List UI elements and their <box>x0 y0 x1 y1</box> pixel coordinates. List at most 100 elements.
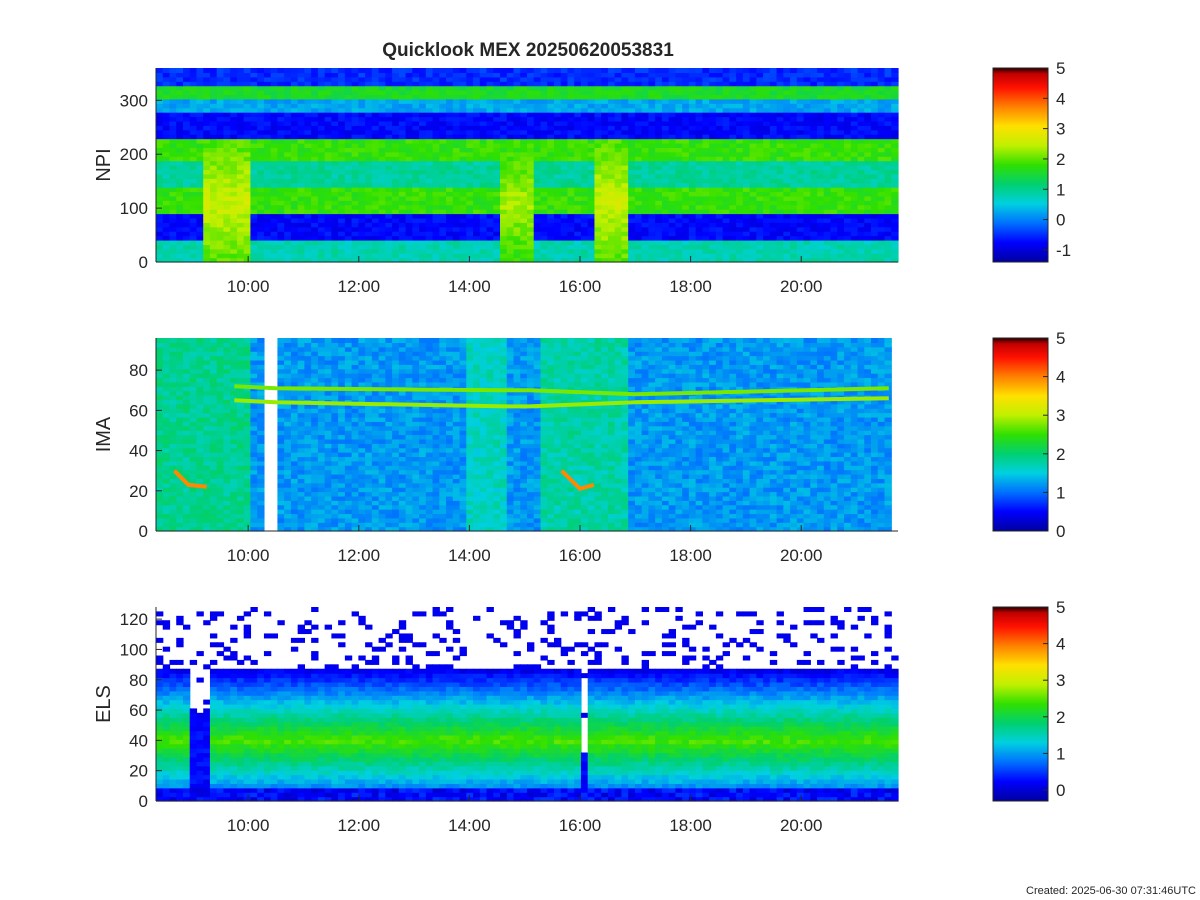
heatmap-cell <box>736 209 744 215</box>
heatmap-cell <box>169 134 177 140</box>
heatmap-cell <box>378 120 386 126</box>
heatmap-cell <box>756 217 764 223</box>
heatmap-cell <box>176 248 184 254</box>
heatmap-cell <box>317 222 326 228</box>
heatmap-cell <box>749 222 757 228</box>
heatmap-cell <box>655 156 663 162</box>
heatmap-cell <box>533 195 542 201</box>
heatmap-cell <box>560 195 569 201</box>
heatmap-cell <box>675 125 683 131</box>
heatmap-cell <box>493 248 501 254</box>
heatmap-cell <box>682 142 690 148</box>
heatmap-cell <box>810 217 818 223</box>
heatmap-cell <box>189 85 198 91</box>
heatmap-cell <box>688 98 697 104</box>
heatmap-cell <box>365 81 373 87</box>
heatmap-cell <box>156 72 164 78</box>
heatmap-cell <box>817 76 825 82</box>
heatmap-cell <box>715 182 724 188</box>
heatmap-cell <box>459 142 467 148</box>
heatmap-cell <box>432 226 440 232</box>
heatmap-cell <box>398 72 407 78</box>
heatmap-cell <box>263 138 272 144</box>
heatmap-cell <box>547 182 555 188</box>
heatmap-cell <box>587 257 596 263</box>
heatmap-cell <box>223 248 231 254</box>
heatmap-cell <box>729 94 737 100</box>
heatmap-cell <box>162 355 171 361</box>
heatmap-cell <box>493 195 501 201</box>
heatmap-cell <box>392 156 400 162</box>
heatmap-cell <box>324 248 332 254</box>
heatmap-cell <box>412 134 420 140</box>
heatmap-cell <box>209 72 218 78</box>
heatmap-cell <box>398 253 407 259</box>
heatmap-cell <box>398 217 407 223</box>
heatmap-cell <box>675 204 683 210</box>
heatmap-cell <box>702 222 710 228</box>
heatmap-cell <box>216 182 225 188</box>
heatmap-cell <box>688 129 697 135</box>
heatmap-cell <box>486 226 494 232</box>
heatmap-cell <box>655 226 663 232</box>
heatmap-cell <box>783 226 791 232</box>
heatmap-cell <box>270 81 279 87</box>
heatmap-cell <box>189 90 198 96</box>
heatmap-cell <box>783 217 791 223</box>
heatmap-cell <box>263 253 272 259</box>
heatmap-cell <box>844 222 852 228</box>
heatmap-cell <box>479 103 488 109</box>
heatmap-cell <box>156 103 164 109</box>
heatmap-cell <box>641 142 650 148</box>
heatmap-cell <box>405 129 413 135</box>
heatmap-cell <box>715 178 724 184</box>
heatmap-cell <box>857 244 865 250</box>
heatmap-cell <box>182 257 191 263</box>
heatmap-cell <box>837 178 845 184</box>
heatmap-cell <box>500 81 508 87</box>
heatmap-cell <box>412 156 420 162</box>
heatmap-cell <box>243 107 252 113</box>
heatmap-cell <box>216 76 225 82</box>
heatmap-cell <box>655 169 663 175</box>
heatmap-cell <box>392 217 400 223</box>
heatmap-cell <box>864 138 872 144</box>
heatmap-cell <box>587 134 596 140</box>
heatmap-cell <box>628 239 636 245</box>
heatmap-cell <box>257 142 265 148</box>
heatmap-cell <box>877 147 886 153</box>
heatmap-cell <box>547 169 555 175</box>
heatmap-cell <box>250 98 258 104</box>
heatmap-cell <box>209 81 218 87</box>
heatmap-cell <box>527 68 535 74</box>
heatmap-cell <box>419 147 427 153</box>
heatmap-cell <box>486 191 494 197</box>
heatmap-cell <box>344 160 353 166</box>
heatmap-cell <box>749 178 757 184</box>
heatmap-cell <box>790 239 798 245</box>
heatmap-cell <box>500 191 508 197</box>
heatmap-cell <box>527 138 535 144</box>
heatmap-cell <box>263 239 272 245</box>
heatmap-cell <box>675 182 683 188</box>
heatmap-cell <box>351 178 359 184</box>
heatmap-cell <box>864 182 872 188</box>
heatmap-cell <box>547 129 555 135</box>
heatmap-cell <box>742 120 751 126</box>
heatmap-cell <box>668 94 676 100</box>
heatmap-cell <box>864 120 872 126</box>
heatmap-cell <box>810 191 818 197</box>
heatmap-cell <box>540 169 548 175</box>
heatmap-cell <box>682 217 690 223</box>
heatmap-cell <box>290 213 299 219</box>
heatmap-cell <box>230 129 238 135</box>
heatmap-cell <box>486 138 494 144</box>
heatmap-cell <box>196 142 204 148</box>
heatmap-cell <box>810 253 818 259</box>
heatmap-cell <box>837 165 845 171</box>
heatmap-cell <box>688 244 697 250</box>
heatmap-cell <box>169 195 177 201</box>
heatmap-cell <box>837 129 845 135</box>
heatmap-cell <box>500 94 508 100</box>
heatmap-cell <box>365 107 373 113</box>
